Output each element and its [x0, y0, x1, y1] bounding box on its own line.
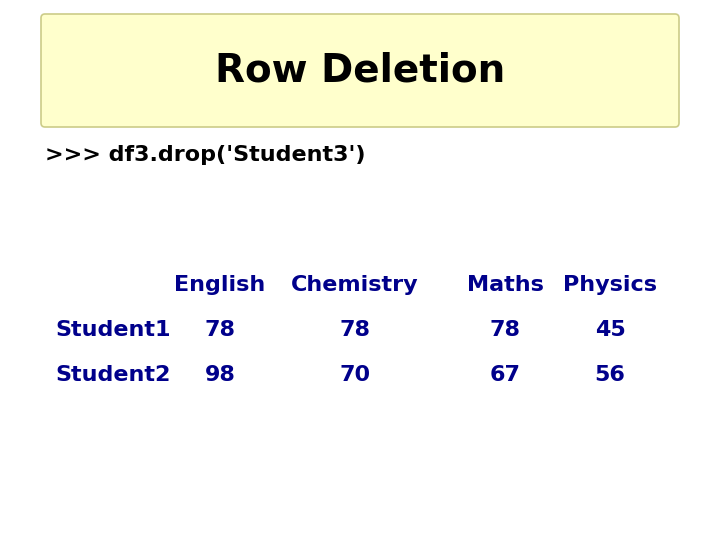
- Text: Student2: Student2: [55, 365, 171, 385]
- Text: English: English: [174, 275, 266, 295]
- Text: 78: 78: [340, 320, 371, 340]
- Text: 78: 78: [490, 320, 521, 340]
- Text: 45: 45: [595, 320, 626, 340]
- Text: Physics: Physics: [563, 275, 657, 295]
- Text: 56: 56: [595, 365, 626, 385]
- Text: 67: 67: [490, 365, 521, 385]
- Text: >>> df3.drop('Student3'): >>> df3.drop('Student3'): [45, 145, 366, 165]
- Text: Chemistry: Chemistry: [291, 275, 419, 295]
- Text: Student1: Student1: [55, 320, 171, 340]
- Text: 78: 78: [204, 320, 235, 340]
- Text: 98: 98: [204, 365, 235, 385]
- Text: Row Deletion: Row Deletion: [215, 51, 505, 90]
- Text: 70: 70: [339, 365, 371, 385]
- FancyBboxPatch shape: [41, 14, 679, 127]
- Text: Maths: Maths: [467, 275, 544, 295]
